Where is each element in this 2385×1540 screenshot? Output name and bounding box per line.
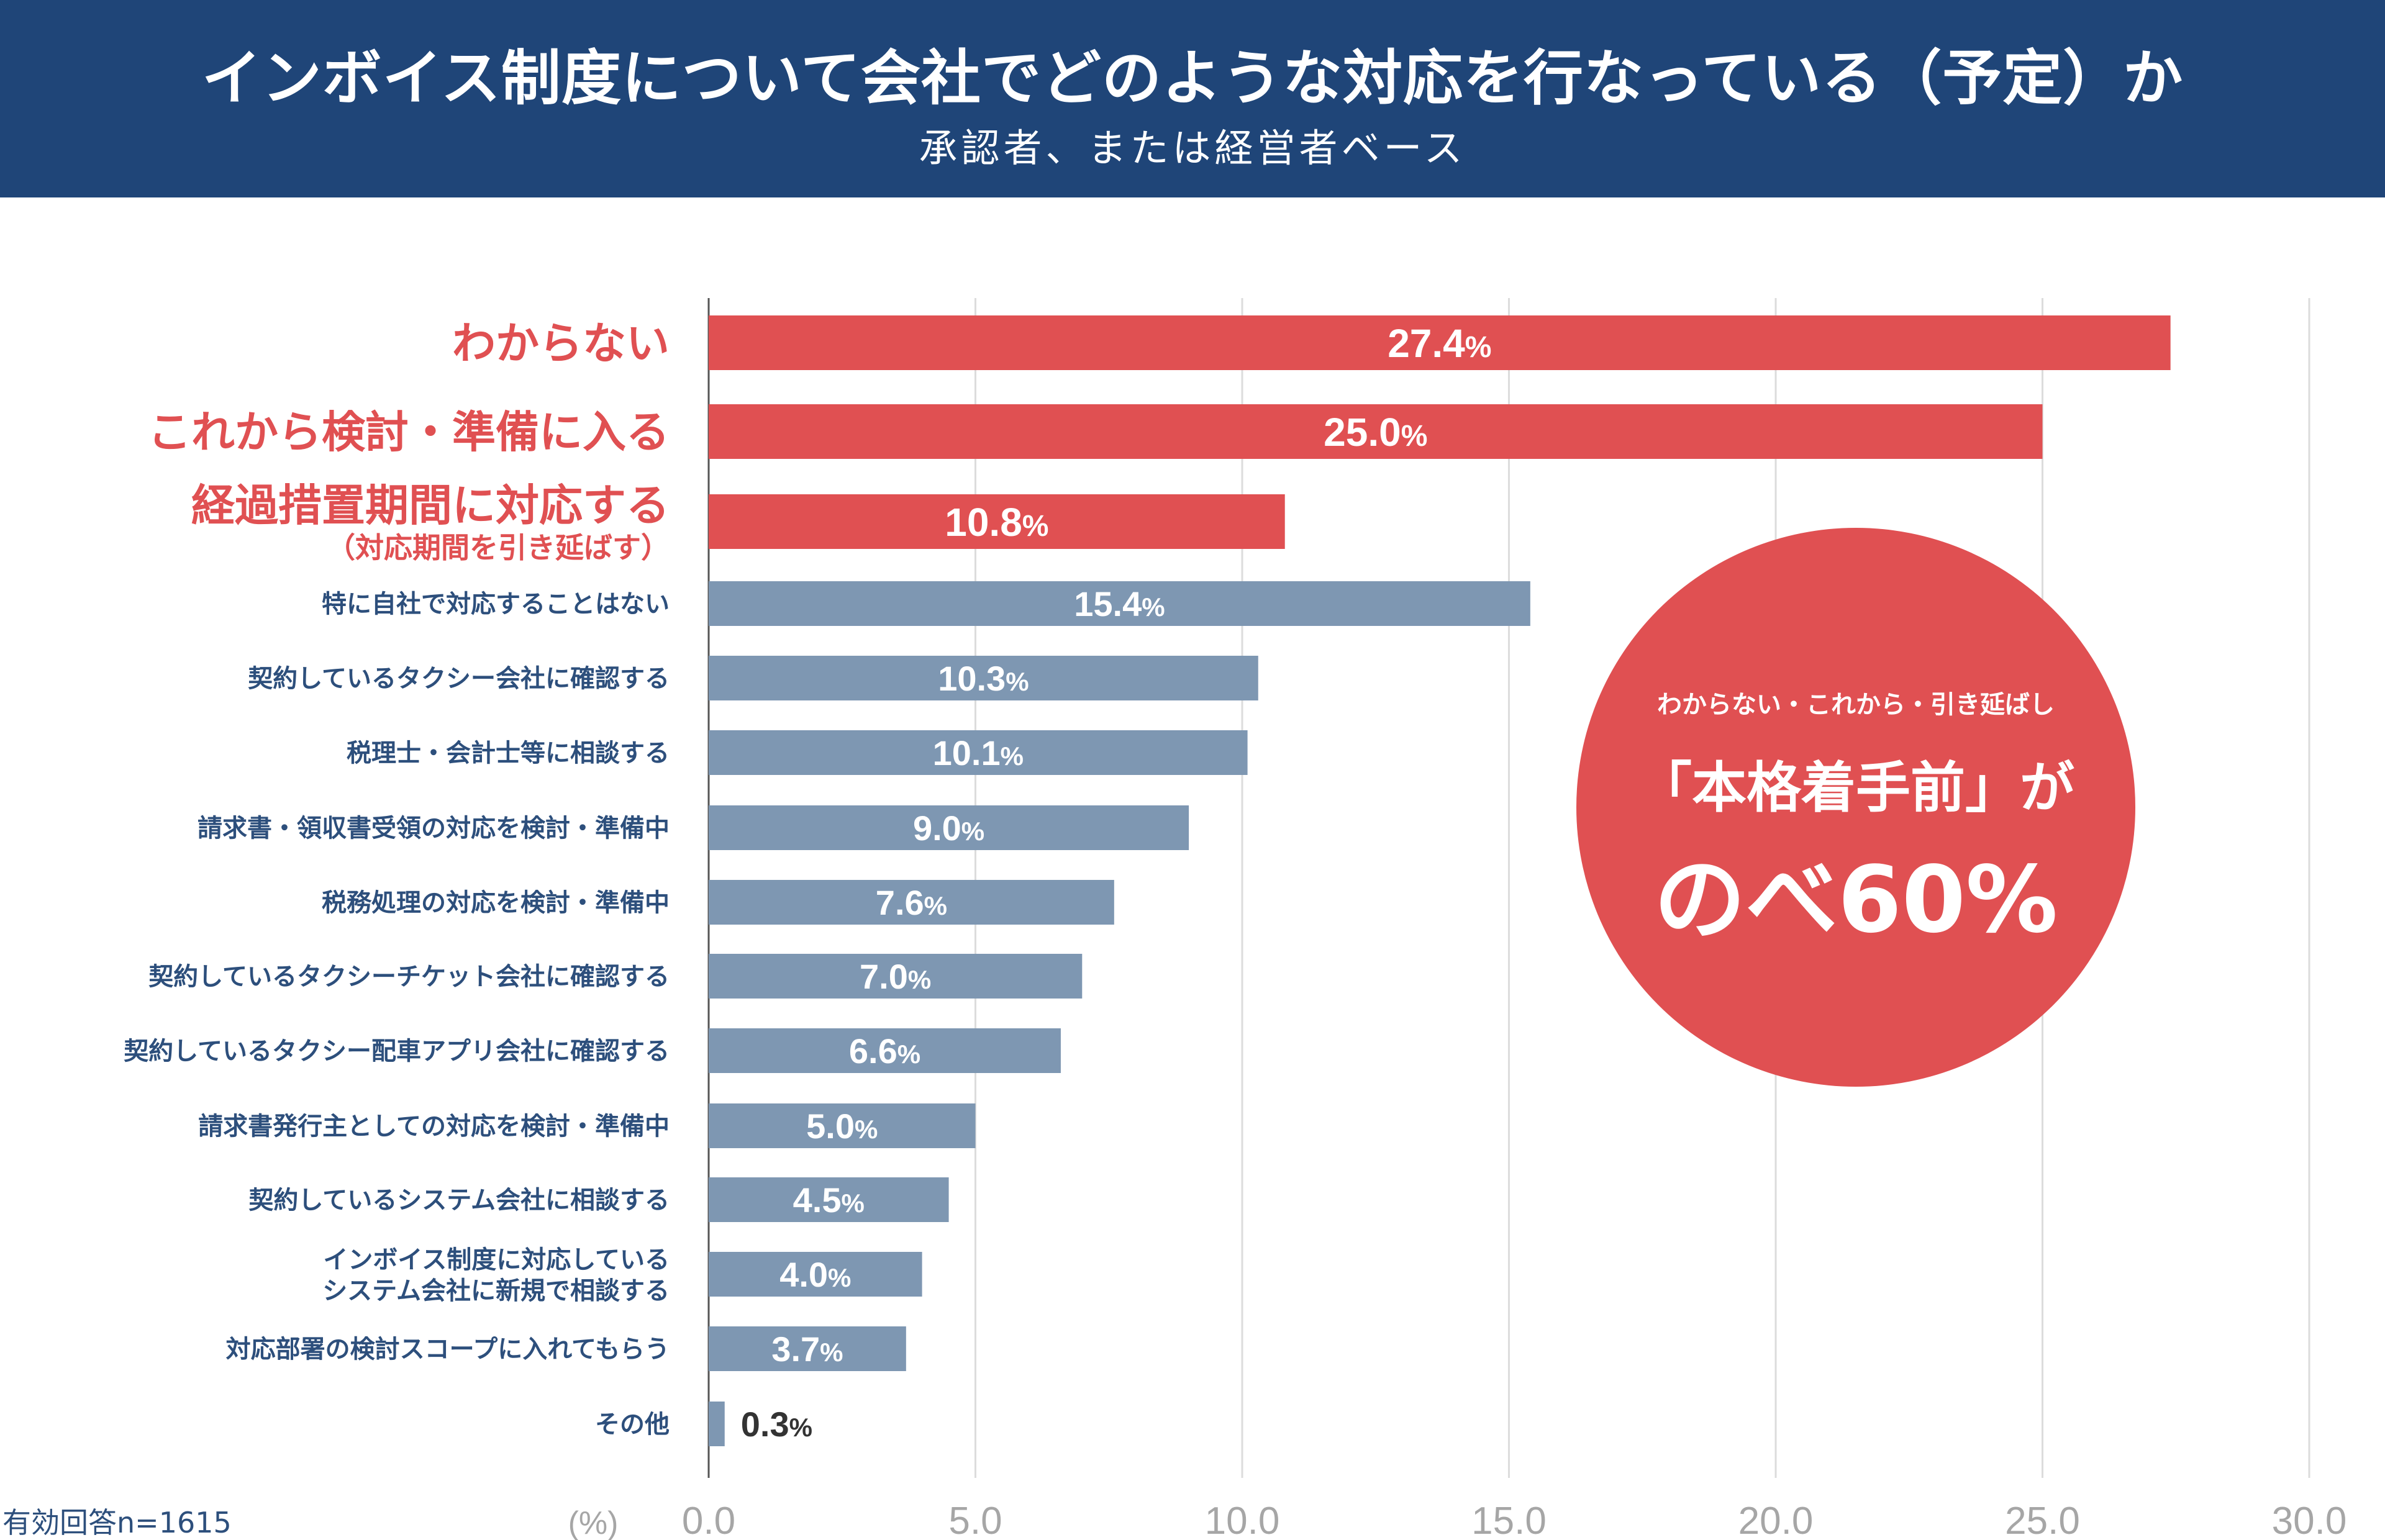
category-label: インボイス制度に対応している (323, 1246, 670, 1274)
data-label: 0.3% (741, 1405, 812, 1444)
category-sublabel: システム会社に新規で相談する (322, 1277, 670, 1305)
bar (709, 404, 2043, 459)
bar (709, 1252, 922, 1297)
bar (709, 1177, 949, 1222)
category-label: 対応部署の検討スコープに入れてもらう (226, 1335, 670, 1364)
x-tick-label: 25.0 (2005, 1500, 2080, 1540)
bar (709, 315, 2171, 370)
x-tick-label: 0.0 (682, 1500, 735, 1540)
bar (709, 656, 1258, 700)
data-label: 7.0% (860, 957, 931, 996)
header-banner: インボイス制度について会社でどのような対応を行なっている（予定）か 承認者、また… (0, 0, 2385, 197)
bar (709, 805, 1189, 850)
bar (709, 1402, 725, 1446)
category-label: これから検討・準備に入る (148, 407, 670, 458)
category-label: 契約しているタクシーチケット会社に確認する (148, 962, 670, 991)
category-label: 請求書・領収書受領の対応を検討・準備中 (198, 814, 670, 843)
chart-subtitle: 承認者、または経営者ベース (919, 125, 1466, 171)
bar (709, 730, 1248, 775)
callout-total: のべ60% (1653, 846, 2058, 953)
bar (709, 1028, 1061, 1073)
x-tick-label: 10.0 (1205, 1500, 1280, 1540)
x-tick-label: 15.0 (1471, 1500, 1547, 1540)
category-label: 税務処理の対応を検討・準備中 (322, 889, 670, 917)
chart-title: インボイス制度について会社でどのような対応を行なっている（予定）か (201, 43, 2184, 113)
callout-headline: 「本格着手前」が (1637, 756, 2074, 820)
bar (709, 880, 1114, 925)
category-label: 請求書発行主としての対応を検討・準備中 (198, 1112, 670, 1141)
category-label: 契約しているタクシー配車アプリ会社に確認する (124, 1037, 670, 1066)
category-label: 税理士・会計士等に相談する (347, 739, 670, 768)
summary-callout-circle: わからない・これから・引き延ばし 「本格着手前」が のべ60% (1576, 528, 2135, 1087)
category-label: その他 (595, 1410, 670, 1439)
category-sublabel: （対応期間を引き延ばす） (327, 531, 670, 564)
category-label: 契約しているタクシー会社に確認する (248, 664, 670, 693)
bar (709, 954, 1083, 999)
unit-label: (%) (568, 1505, 619, 1540)
bar (709, 1103, 976, 1148)
sample-size-note: 有効回答n=1615 (2, 1506, 232, 1539)
category-label: 契約しているシステム会社に相談する (248, 1186, 670, 1215)
bar (709, 494, 1285, 549)
callout-sublabel: わからない・これから・引き延ばし (1657, 691, 2055, 719)
category-label: 経過措置期間に対応する (191, 480, 670, 531)
x-tick-label: 5.0 (948, 1500, 1002, 1540)
x-tick-label: 30.0 (2272, 1500, 2347, 1540)
category-label: 特に自社で対応することはない (322, 590, 670, 618)
x-tick-label: 20.0 (1738, 1500, 1814, 1540)
bar (709, 581, 1530, 626)
bar (709, 1326, 906, 1371)
category-label: わからない (452, 318, 670, 369)
